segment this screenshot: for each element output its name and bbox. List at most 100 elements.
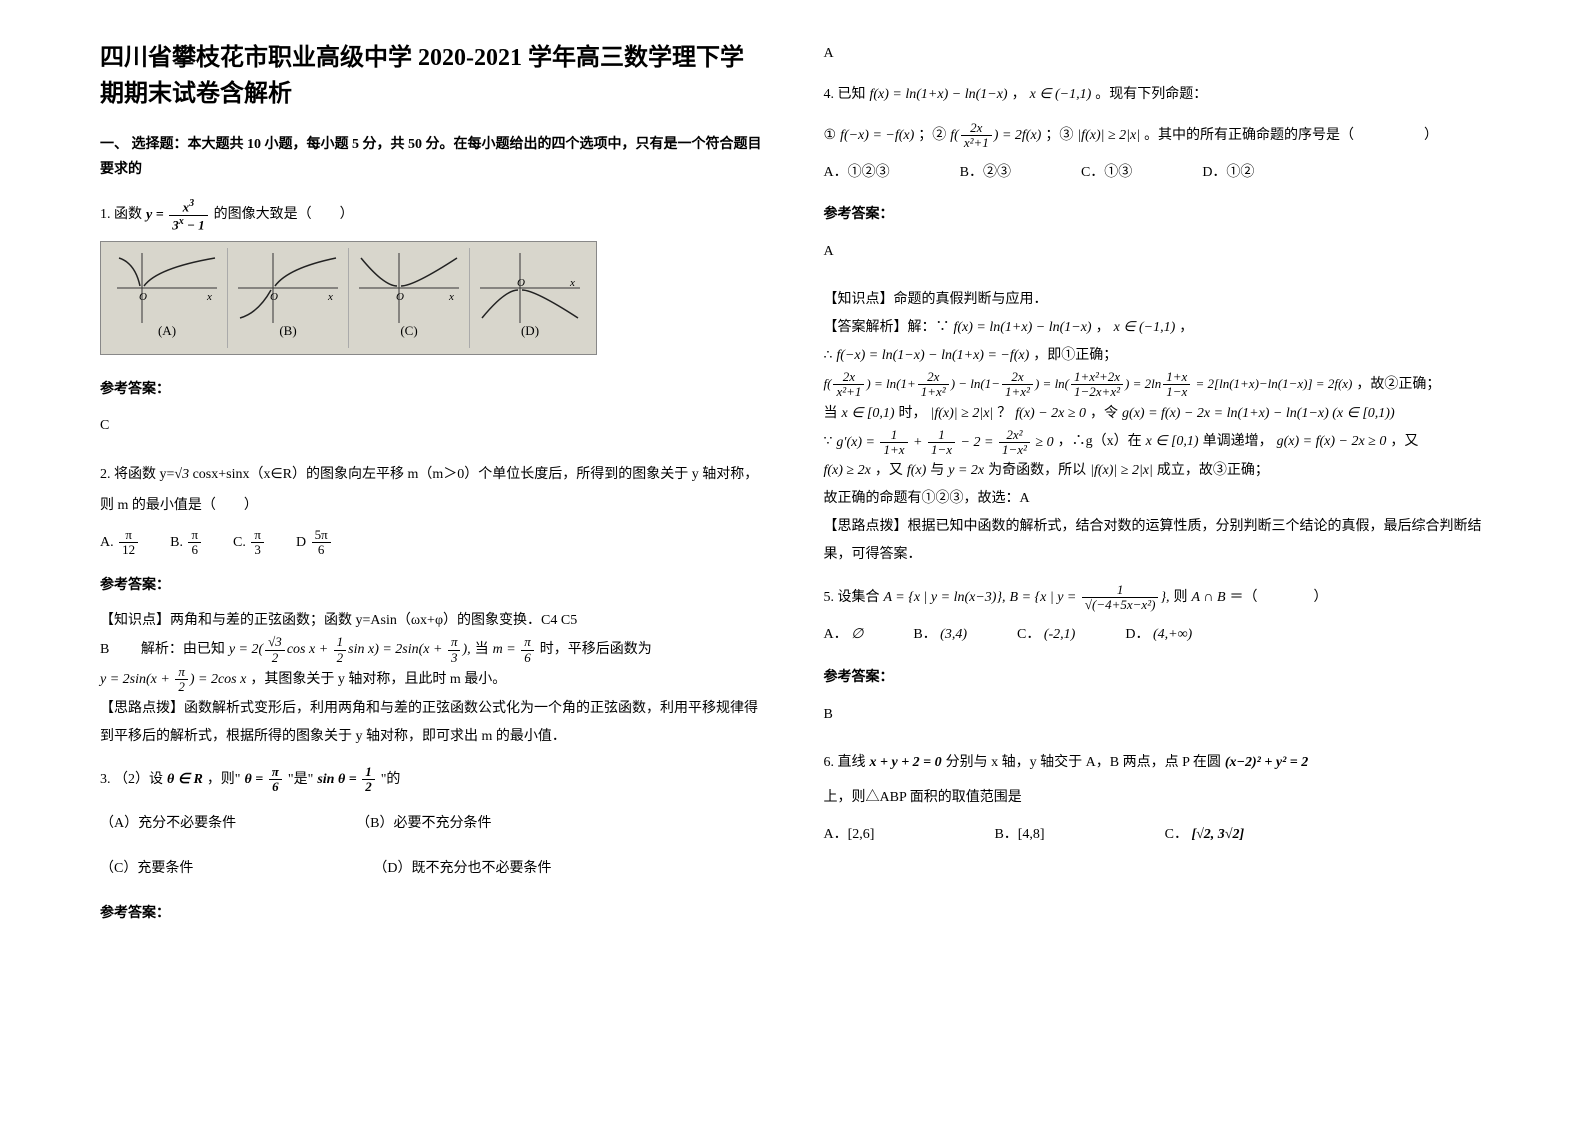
q4-prop2: f(2xx²+1) = 2f(x) [950,121,1041,152]
svg-text:x: x [206,291,212,303]
q4-a6b: 与 [930,457,944,485]
q3-cond1: θ = π6 [245,765,284,796]
q2-optD: D [296,535,306,550]
q4-a4x: x ∈ [0,1) [842,400,895,428]
q4-optB: B．②③ [960,158,1011,189]
q5-AcapB: A ∩ B [1192,583,1226,614]
q6-circle: (x−2)² + y² = 2 [1225,748,1308,779]
q4-kp: 【知识点】命题的真假判断与应用． [824,286,1488,314]
q1-suffix: 的图像大致是（ ） [214,200,354,231]
q5-optD: D． [1125,627,1149,642]
q5-optB: B． [913,627,936,642]
q5-setA: A = {x | y = ln(x−3)}, [884,583,1006,614]
q4-p2: ；② [918,121,946,152]
question-1: 1. 函数 y = x33x − 1 的图像大致是（ ） O x [100,198,764,442]
question-2: 2. 将函数 y=√3 cosx+sinx（x∈R）的图象向左平移 m（m＞0）… [100,460,764,750]
q1-answer: C [100,411,764,442]
q2-options: A. π12 B. π6 C. π3 D 5π6 [100,528,764,559]
q5-optBv: (3,4) [940,627,967,642]
q2-optA: A. [100,535,114,550]
q3-answer-label: 参考答案： [100,899,764,930]
q5-text1: 5. 设集合 [824,583,880,614]
question-3: 3. （2）设 θ ∈ R ，则" θ = π6 "是" sin θ = 12 … [100,765,764,930]
q4-a2b: ，即①正确； [1033,342,1117,370]
graph-option-c: O x (C) [349,248,470,348]
q4-a7: 故正确的命题有①②③，故选：A [824,485,1488,513]
q2-formula-2: y = 2sin(x + π2) = 2cos x [100,665,246,695]
q5-answer-label: 参考答案： [824,663,1488,694]
q4-prop3: |f(x)| ≥ 2|x| [1077,121,1140,152]
q4-a2: ∴ [824,342,833,370]
curve-c: O x [349,248,469,328]
q4-prop1: f(−x) = −f(x) [840,121,914,152]
q1-answer-label: 参考答案： [100,375,764,406]
q3-optC: （C）充要条件 [100,854,193,885]
q3-optA: （A）充分不必要条件 [100,809,236,840]
q4-a3f: f(2xx²+1) = ln(1+2x1+x²) − ln(1−2x1+x²) … [824,370,1353,400]
graph-option-d: O x (D) [470,248,590,348]
q4-a4g: g(x) = f(x) − 2x = ln(1+x) − ln(1−x) (x … [1122,400,1395,428]
q4-optD: D．①② [1202,158,1254,189]
q4-options: A．①②③ B．②③ C．①③ D．①② [824,158,1488,189]
curve-d: O x [470,248,590,328]
q4-optC: C．①③ [1081,158,1132,189]
q6-options: A．[2,6] B．[4,8] C． [√2, 3√2] [824,820,1488,851]
q4-a3: ，故②正确； [1356,371,1440,399]
q4-a4d: ，令 [1090,400,1118,428]
q4-p1: ① [824,121,837,152]
q5-setB: B = {x | y = 1√(−4+5x−x²)}, [1010,583,1170,614]
q3-text1: 3. （2）设 [100,765,163,796]
svg-text:O: O [396,291,404,303]
curve-a: O x [107,248,227,328]
q1-formula: y = x33x − 1 [146,198,210,232]
q4-a4f1: |f(x)| ≥ 2|x| [931,400,994,428]
q3-text2: ，则" [207,765,241,796]
q3-text4: "的 [381,765,401,796]
q5-optCv: (-2,1) [1044,627,1076,642]
q4-a6f4: |f(x)| ≥ 2|x| [1090,457,1153,485]
q4-a5d: x ∈ [0,1) [1146,428,1199,456]
q5-optA: A． [824,627,848,642]
q6-text1: 6. 直线 [824,748,866,779]
svg-text:O: O [270,291,278,303]
q4-a5b: ，∴g（x）在 [1058,428,1142,456]
question-5: 5. 设集合 A = {x | y = ln(x−3)}, B = {x | y… [824,583,1488,730]
q5-optC: C． [1017,627,1040,642]
graph-option-a: O x (A) [107,248,228,348]
q4-optA: A．①②③ [824,158,890,189]
q4-a4b: 时， [899,400,927,428]
q2-formula-1: y = 2(√32cos x + 12sin x) = 2sin(x + π3)… [229,635,471,665]
q4-answer: A [824,237,1488,268]
q2-knowledge-point: 【知识点】两角和与差的正弦函数；函数 y=Asin（ωx+φ）的图象变换．C4 … [100,607,764,635]
svg-text:x: x [448,291,454,303]
svg-text:x: x [569,277,575,289]
q4-a6f1: f(x) ≥ 2x [824,457,871,485]
q5-text2: 则 [1174,583,1188,614]
q3-theta-R: θ ∈ R [167,765,203,796]
q4-text3: 。现有下列命题： [1095,80,1207,111]
q4-tip: 【思路点拨】根据已知中函数的解析式，结合对数的运算性质，分别判断三个结论的真假，… [824,513,1488,569]
graph-option-b: O x (B) [228,248,349,348]
q2-text1: 2. 将函数 y= [100,467,174,482]
q1-graph-options: O x (A) O x (B) [100,241,597,355]
q4-text1: 4. 已知 [824,80,866,111]
svg-text:x: x [327,291,333,303]
q2-optC: C. [233,535,246,550]
q4-text2: ， [1012,80,1026,111]
q4-a5f: g′(x) = 11+x + 11−x − 2 = 2x²1−x² ≥ 0 [836,428,1053,458]
q6-optA: A．[2,6] [824,820,875,851]
q4-dom: x ∈ (−1,1) [1030,80,1092,111]
q5-options: A． ∅ B． (3,4) C． (-2,1) D． (4,+∞) [824,620,1488,651]
graph-label-d: (D) [521,317,539,346]
q4-a5g: g(x) = f(x) − 2x ≥ 0 [1277,428,1387,456]
question-4: 4. 已知 f(x) = ln(1+x) − ln(1−x) ， x ∈ (−1… [824,80,1488,569]
q4-p4: 。其中的所有正确命题的序号是（ ） [1144,121,1438,152]
q4-a1f: f(x) = ln(1+x) − ln(1−x) [954,314,1092,342]
q2-ans-post1: 时，平移后函数为 [540,636,652,664]
curve-b: O x [228,248,348,328]
q2-sqrt3: √3 [174,467,189,482]
q3-text3: "是" [288,765,313,796]
q6-optC: C． [1165,827,1188,842]
q4-a2f: f(−x) = ln(1−x) − ln(1+x) = −f(x) [836,342,1029,370]
q6-optB: B．[4,8] [994,820,1044,851]
